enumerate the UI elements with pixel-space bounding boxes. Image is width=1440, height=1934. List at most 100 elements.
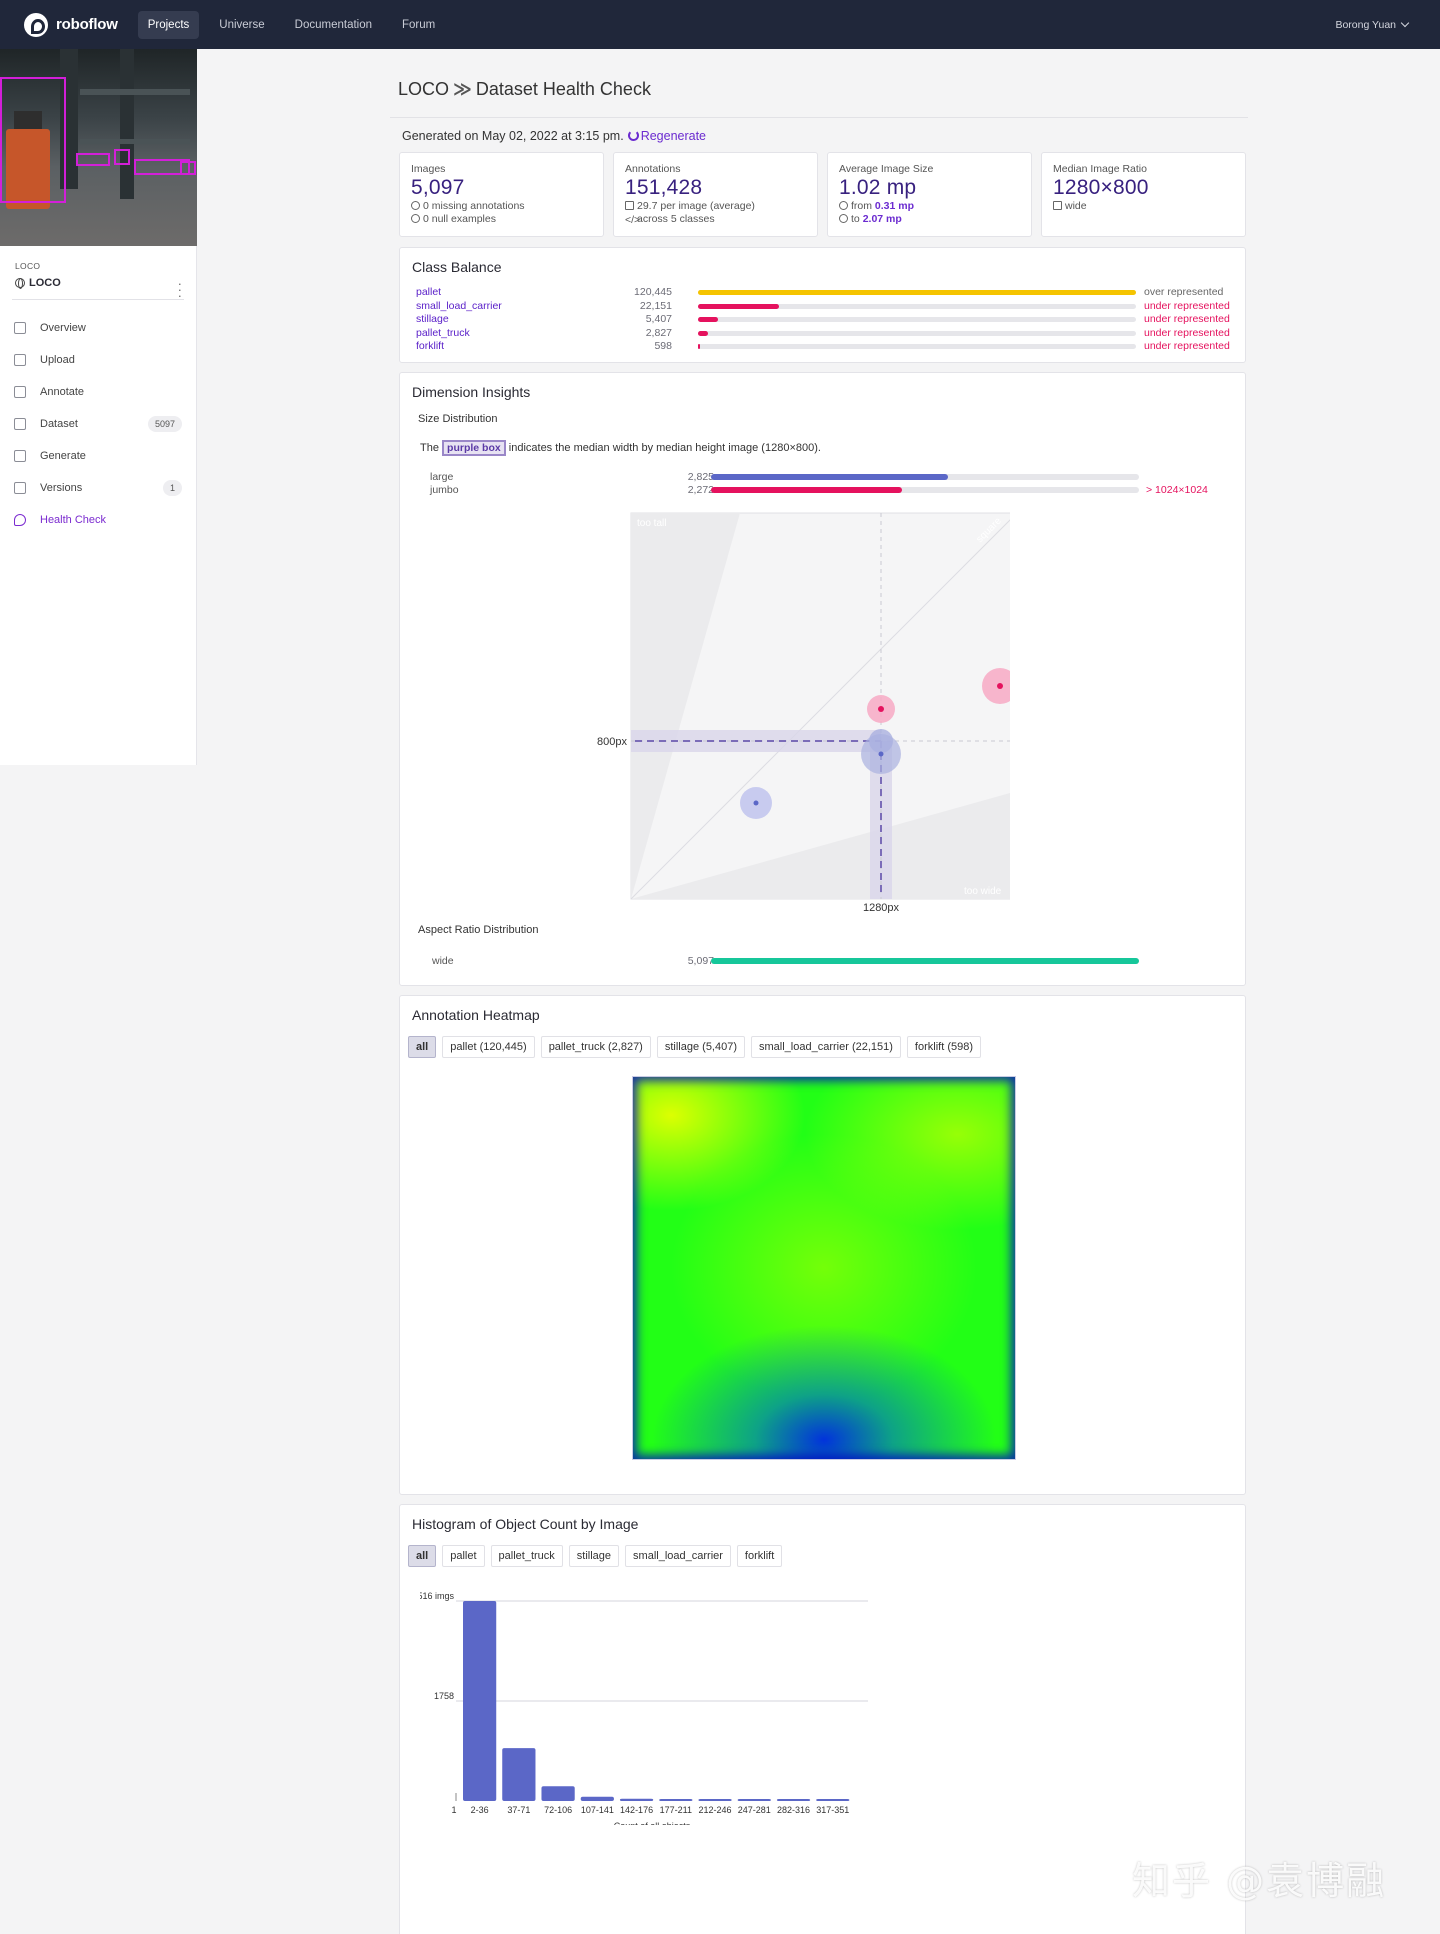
sidebar-item-overview[interactable]: Overview <box>0 312 196 344</box>
aspect-ratio-title: Aspect Ratio Distribution <box>418 924 539 936</box>
x-axis-label: Count of all objects <box>614 1821 691 1825</box>
x-tick-label: 247-281 <box>738 1805 771 1815</box>
breadcrumb-project[interactable]: LOCO <box>398 79 450 99</box>
stat-sub-text: 0 missing annotations <box>423 200 525 212</box>
distribution-row: jumbo 2,272 > 1024×1024 <box>418 484 1218 497</box>
sidebar-item-generate[interactable]: Generate <box>0 440 196 472</box>
sidebar-item-annotate[interactable]: Annotate <box>0 376 196 408</box>
histogram-filter-5[interactable]: forklift <box>736 1545 783 1567</box>
jumbo-outlier-point[interactable] <box>982 668 1010 704</box>
sidebar-item-upload[interactable]: Upload <box>0 344 196 376</box>
sidebar-item-health-check[interactable]: Health Check <box>0 504 196 536</box>
distribution-label: large <box>430 471 454 483</box>
null-icon <box>411 214 420 223</box>
heatmap-filter-3[interactable]: stillage (5,407) <box>656 1036 746 1058</box>
histogram-filter-2[interactable]: pallet_truck <box>490 1545 563 1567</box>
heatmap-filter-1[interactable]: pallet (120,445) <box>442 1036 535 1058</box>
distribution-bar-track <box>711 958 1139 964</box>
sidebar-item-label: Annotate <box>40 386 85 398</box>
sidebar-item-versions[interactable]: Versions 1 <box>0 472 196 504</box>
distribution-label: wide <box>432 955 454 967</box>
brand-logo[interactable]: roboflow <box>24 12 118 37</box>
user-name: Borong Yuan <box>1335 19 1396 31</box>
nav-link-forum[interactable]: Forum <box>402 18 436 31</box>
overview-icon <box>14 322 26 334</box>
more-options-icon[interactable]: · · · <box>177 276 182 303</box>
sidebar-item-label: Generate <box>40 450 86 462</box>
histogram-filter-chips: all pallet pallet_truck stillage small_load_… <box>408 1545 788 1567</box>
stat-sub-classes: </>across 5 classes <box>625 213 817 226</box>
stat-sub-average: 29.7 per image (average) <box>625 200 817 213</box>
regenerate-link[interactable]: Regenerate <box>640 129 707 143</box>
stat-card-images: Images 5,097 0 missing annotations 0 nul… <box>399 152 604 237</box>
project-caption: LOCO <box>15 261 41 271</box>
stat-sub-text: across 5 classes <box>637 213 715 225</box>
size-scatter-plot: too tall square too wide 1280px 800px <box>597 512 1010 913</box>
nav-link-universe[interactable]: Universe <box>219 18 265 31</box>
nav-links: Projects Universe Documentation Forum <box>137 10 456 39</box>
class-bar-track <box>698 290 1136 295</box>
project-thumbnail[interactable] <box>0 49 197 246</box>
median-point[interactable] <box>869 729 893 753</box>
median-height-label: 800px <box>597 736 627 748</box>
class-name[interactable]: pallet <box>416 286 442 298</box>
stat-sub-text: from <box>851 200 875 212</box>
x-tick-label: 142-176 <box>620 1805 653 1815</box>
stat-label: Annotations <box>625 163 681 175</box>
class-bar-track <box>698 344 1136 349</box>
aspect-ratio-icon <box>1053 201 1062 210</box>
project-name: LOCO <box>15 277 181 289</box>
too-wide-label: too wide <box>964 886 1002 897</box>
heatmap-filter-4[interactable]: small_load_carrier (22,151) <box>751 1036 901 1058</box>
size-distribution-title: Size Distribution <box>418 413 498 425</box>
stat-sub-wide: wide <box>1053 200 1245 213</box>
sidebar-item-dataset[interactable]: Dataset 5097 <box>0 408 196 440</box>
generated-timestamp: Generated on May 02, 2022 at 3:15 pm. <box>402 129 624 143</box>
distribution-row: large 2,825 <box>418 471 1218 484</box>
stat-sub-text: 0 null examples <box>423 213 496 225</box>
histogram-filter-0[interactable]: all <box>408 1545 437 1567</box>
stat-sub-null: 0 null examples <box>411 213 603 226</box>
heatmap-title: Annotation Heatmap <box>412 1007 540 1023</box>
class-count: 2,827 <box>645 326 672 339</box>
health-check-icon <box>14 514 26 526</box>
class-balance-row: forklift 598 under represented <box>416 340 1236 353</box>
class-count: 22,151 <box>639 299 672 312</box>
x-tick-label: 72-106 <box>544 1805 572 1815</box>
heatmap-filter-5[interactable]: forklift (598) <box>906 1036 981 1058</box>
stat-value: 151,428 <box>625 176 703 199</box>
class-bar <box>698 317 718 322</box>
histogram-bar-282-316 <box>776 1799 811 1801</box>
stat-label: Average Image Size <box>839 163 934 175</box>
class-count: 598 <box>654 340 672 352</box>
distribution-label: jumbo <box>430 484 459 496</box>
max-size-value: 2.07 mp <box>862 213 902 225</box>
chevron-down-icon <box>1400 18 1410 28</box>
sidebar-item-label: Upload <box>40 354 75 366</box>
class-bar <box>698 344 701 349</box>
class-name[interactable]: small_load_carrier <box>416 299 502 312</box>
user-menu[interactable]: Borong Yuan <box>1335 18 1410 31</box>
histogram-filter-4[interactable]: small_load_carrier <box>625 1545 731 1567</box>
histogram-bar-2-36 <box>463 1601 497 1801</box>
stat-card-average-size: Average Image Size 1.02 mp from 0.31 mp … <box>827 152 1032 237</box>
distribution-bar <box>711 487 902 493</box>
heatmap-filter-0[interactable]: all <box>408 1036 437 1058</box>
histogram-filter-3[interactable]: stillage <box>568 1545 620 1567</box>
histogram-filter-1[interactable]: pallet <box>442 1545 485 1567</box>
breadcrumb-separator-icon: ≫ <box>453 79 472 99</box>
class-name[interactable]: pallet_truck <box>416 326 470 339</box>
x-tick-label: 212-246 <box>699 1805 732 1815</box>
median-width-label: 1280px <box>863 902 900 913</box>
sidebar-item-label: Overview <box>40 322 86 334</box>
class-name[interactable]: forklift <box>416 340 445 352</box>
generated-info: Generated on May 02, 2022 at 3:15 pm. Reg… <box>402 129 706 143</box>
class-status: under represented <box>1144 326 1230 339</box>
description-prefix: The <box>420 442 439 454</box>
distribution-count: 2,272 <box>687 484 714 496</box>
nav-link-documentation[interactable]: Documentation <box>294 18 373 31</box>
x-tick-label: 317-351 <box>816 1805 849 1815</box>
class-name[interactable]: stillage <box>416 313 449 325</box>
heatmap-filter-2[interactable]: pallet_truck (2,827) <box>540 1036 651 1058</box>
nav-link-projects[interactable]: Projects <box>137 10 200 39</box>
